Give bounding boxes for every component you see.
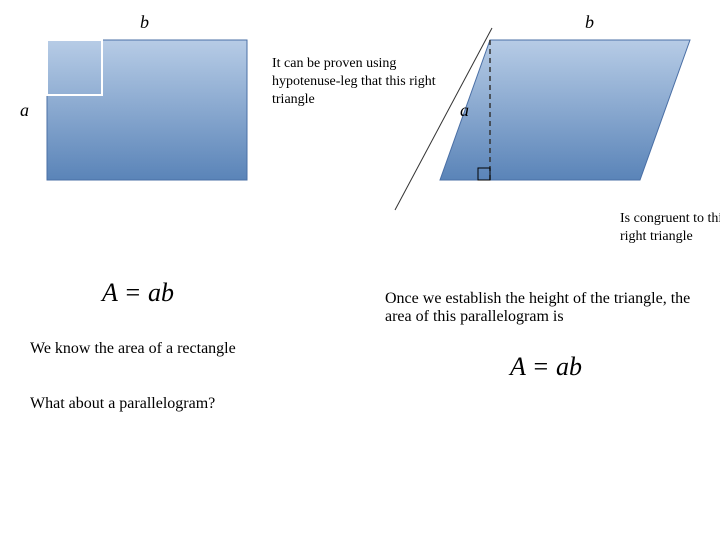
text-what: What about a parallelogram?	[30, 395, 215, 413]
label-a-right: a	[460, 100, 469, 121]
text-proven: It can be proven using hypotenuse-leg th…	[272, 55, 442, 110]
label-b-left: b	[140, 12, 149, 33]
text-establish: Once we establish the height of the tria…	[385, 290, 720, 326]
label-a-left: a	[20, 100, 29, 121]
formula-right: A = ab	[510, 352, 582, 382]
label-b-right: b	[585, 12, 594, 33]
text-congruent: Is congruent to this right triangle	[620, 210, 720, 246]
formula-left: A = ab	[102, 278, 174, 308]
text-know: We know the area of a rectangle	[30, 340, 236, 358]
